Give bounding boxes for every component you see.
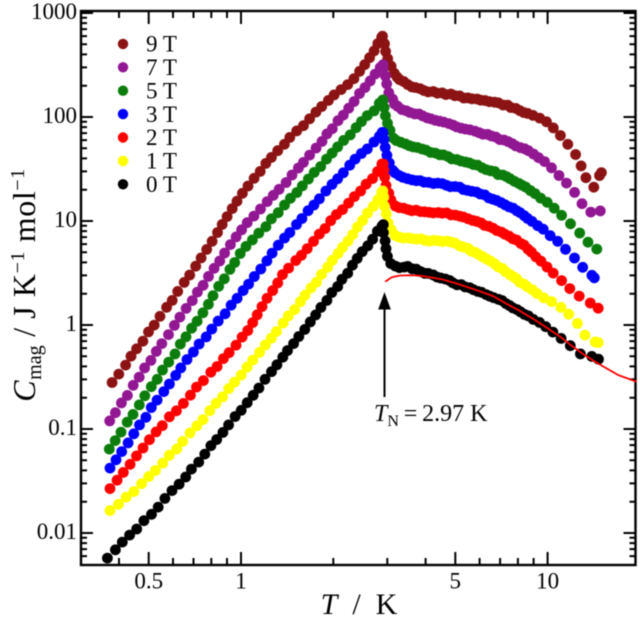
svg-text:5 T: 5 T: [146, 78, 177, 103]
svg-text:T / K: T / K: [321, 588, 398, 621]
svg-text:1: 1: [235, 569, 247, 594]
svg-text:5: 5: [450, 569, 462, 594]
svg-text:9 T: 9 T: [146, 32, 177, 57]
svg-text:0.01: 0.01: [37, 519, 77, 544]
svg-text:1000: 1000: [31, 0, 77, 24]
svg-text:TN = 2.97 K: TN = 2.97 K: [374, 401, 488, 430]
svg-text:1: 1: [66, 311, 78, 336]
svg-text:10: 10: [54, 207, 77, 232]
svg-text:0.1: 0.1: [48, 415, 77, 440]
svg-text:0.5: 0.5: [134, 569, 163, 594]
svg-text:100: 100: [43, 103, 78, 128]
svg-text:7 T: 7 T: [146, 55, 177, 80]
svg-text:3 T: 3 T: [146, 102, 177, 127]
svg-text:Cmag / J K−1 mol−1: Cmag / J K−1 mol−1: [6, 168, 46, 402]
svg-text:10: 10: [536, 569, 559, 594]
svg-text:1 T: 1 T: [146, 149, 177, 174]
svg-text:0 T: 0 T: [146, 172, 177, 197]
svg-text:2 T: 2 T: [146, 125, 177, 150]
